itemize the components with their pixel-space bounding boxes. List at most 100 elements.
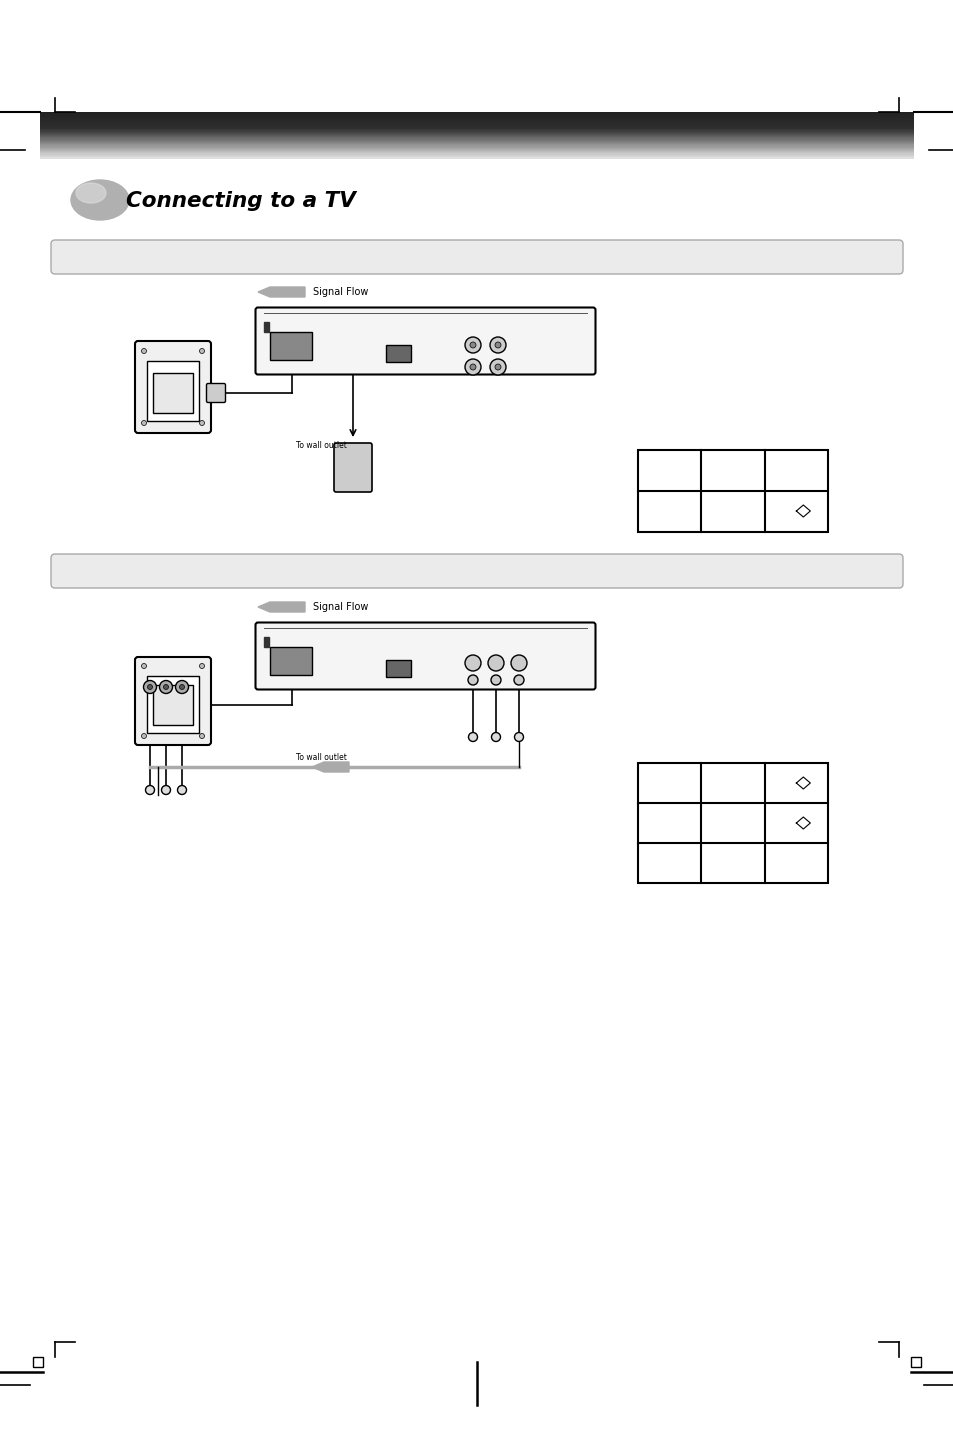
Circle shape bbox=[495, 364, 500, 370]
Bar bbox=[40, 130, 913, 131]
Circle shape bbox=[159, 680, 172, 693]
Circle shape bbox=[161, 786, 171, 795]
Bar bbox=[147, 362, 199, 422]
Bar bbox=[40, 153, 913, 154]
Bar bbox=[386, 660, 411, 677]
Bar bbox=[40, 114, 913, 116]
Bar bbox=[40, 143, 913, 144]
Circle shape bbox=[491, 674, 500, 684]
Bar bbox=[40, 126, 913, 127]
Bar bbox=[40, 133, 913, 134]
Bar bbox=[40, 150, 913, 151]
Bar bbox=[40, 156, 913, 157]
Circle shape bbox=[468, 733, 477, 742]
Bar bbox=[40, 137, 913, 139]
Bar bbox=[40, 111, 913, 114]
Circle shape bbox=[464, 654, 480, 672]
Bar bbox=[40, 144, 913, 146]
Circle shape bbox=[199, 733, 204, 739]
Bar bbox=[40, 140, 913, 143]
Circle shape bbox=[470, 364, 476, 370]
Ellipse shape bbox=[71, 180, 129, 220]
FancyBboxPatch shape bbox=[206, 383, 225, 403]
Bar bbox=[40, 116, 913, 117]
Bar bbox=[270, 332, 312, 360]
Bar bbox=[40, 121, 913, 123]
Bar bbox=[40, 134, 913, 137]
FancyBboxPatch shape bbox=[51, 554, 902, 587]
Circle shape bbox=[514, 674, 523, 684]
Bar bbox=[386, 344, 411, 362]
Bar bbox=[40, 117, 913, 120]
FancyBboxPatch shape bbox=[51, 240, 902, 274]
Text: Signal Flow: Signal Flow bbox=[313, 602, 368, 612]
Bar bbox=[40, 129, 913, 130]
Bar bbox=[40, 149, 913, 150]
FancyArrow shape bbox=[312, 762, 349, 772]
Circle shape bbox=[141, 663, 147, 669]
Circle shape bbox=[199, 420, 204, 426]
FancyBboxPatch shape bbox=[255, 307, 595, 374]
Bar bbox=[40, 113, 913, 114]
Circle shape bbox=[141, 420, 147, 426]
FancyBboxPatch shape bbox=[334, 443, 372, 492]
Bar bbox=[40, 141, 913, 143]
Bar bbox=[270, 647, 312, 674]
Bar bbox=[147, 676, 199, 733]
Circle shape bbox=[490, 359, 505, 374]
Bar bbox=[40, 147, 913, 149]
Bar bbox=[40, 136, 913, 137]
Circle shape bbox=[175, 680, 189, 693]
Bar bbox=[264, 637, 269, 647]
Circle shape bbox=[488, 654, 503, 672]
Circle shape bbox=[163, 684, 169, 690]
Bar bbox=[40, 131, 913, 133]
Circle shape bbox=[464, 337, 480, 353]
Bar bbox=[40, 154, 913, 156]
Bar bbox=[40, 117, 913, 119]
Bar bbox=[40, 134, 913, 136]
Bar bbox=[40, 129, 913, 131]
Bar bbox=[40, 123, 913, 126]
Text: Signal Flow: Signal Flow bbox=[313, 287, 368, 297]
Bar bbox=[40, 147, 913, 149]
Bar bbox=[40, 123, 913, 124]
Bar bbox=[40, 120, 913, 121]
Circle shape bbox=[468, 674, 477, 684]
Circle shape bbox=[141, 733, 147, 739]
Text: To wall outlet: To wall outlet bbox=[295, 440, 347, 450]
Bar bbox=[40, 140, 913, 141]
Circle shape bbox=[199, 663, 204, 669]
FancyBboxPatch shape bbox=[135, 657, 211, 745]
Circle shape bbox=[141, 349, 147, 353]
Bar bbox=[152, 373, 193, 413]
Circle shape bbox=[491, 733, 500, 742]
Bar bbox=[638, 763, 827, 883]
Circle shape bbox=[179, 684, 184, 690]
FancyBboxPatch shape bbox=[255, 623, 595, 690]
Bar bbox=[40, 146, 913, 147]
Circle shape bbox=[495, 342, 500, 349]
Circle shape bbox=[511, 654, 526, 672]
Bar bbox=[40, 151, 913, 153]
Circle shape bbox=[470, 342, 476, 349]
Circle shape bbox=[148, 684, 152, 690]
Bar bbox=[40, 127, 913, 129]
Circle shape bbox=[490, 337, 505, 353]
Bar bbox=[264, 322, 269, 332]
Text: Connecting to a TV: Connecting to a TV bbox=[126, 191, 355, 211]
Ellipse shape bbox=[76, 183, 106, 203]
Bar bbox=[40, 119, 913, 120]
FancyBboxPatch shape bbox=[135, 342, 211, 433]
Circle shape bbox=[464, 359, 480, 374]
Circle shape bbox=[146, 786, 154, 795]
Text: To wall outlet: To wall outlet bbox=[295, 753, 347, 762]
FancyArrow shape bbox=[257, 287, 305, 297]
Bar bbox=[638, 450, 827, 532]
Circle shape bbox=[143, 680, 156, 693]
Bar bbox=[40, 124, 913, 126]
Bar bbox=[33, 1358, 43, 1368]
Circle shape bbox=[514, 733, 523, 742]
Bar bbox=[40, 139, 913, 140]
Bar bbox=[40, 157, 913, 159]
